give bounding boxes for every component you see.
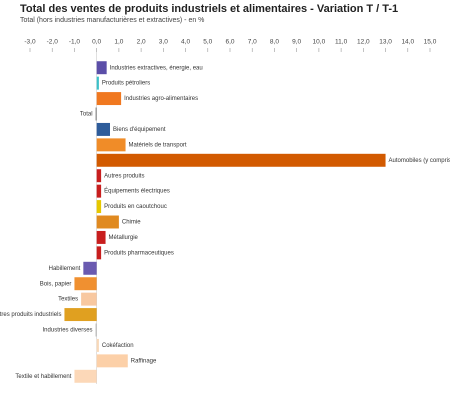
x-tick-label: 1,0 — [114, 39, 123, 46]
bar — [64, 308, 97, 322]
x-tick-label: 9,0 — [292, 39, 301, 46]
category-label: Produits pharmaceutiques — [104, 250, 174, 256]
x-tick-label: 10,0 — [313, 39, 326, 46]
category-label: Industries extractives, énergie, eau — [110, 65, 203, 71]
bar — [95, 323, 97, 337]
bar — [83, 261, 97, 275]
x-tick-label: 13,0 — [379, 39, 392, 46]
category-label: Équipements électriques — [104, 188, 170, 195]
category-label: Habillement — [49, 266, 81, 272]
x-tick-label: -1,0 — [69, 39, 81, 46]
x-tick-label: 11,0 — [335, 39, 348, 46]
category-label: Chimie — [122, 220, 141, 226]
bar — [96, 215, 119, 229]
category-label: Cokéfaction — [102, 343, 134, 349]
bar — [96, 230, 106, 244]
bar — [96, 92, 122, 106]
bar — [74, 277, 97, 291]
chart-subtitle: Total (hors industries manufacturières e… — [20, 17, 204, 24]
x-tick-label: 7,0 — [248, 39, 257, 46]
bar — [96, 354, 128, 368]
bar — [96, 169, 102, 183]
x-tick-label: 12,0 — [357, 39, 370, 46]
category-label: Autres produits — [104, 173, 144, 179]
category-label: Industries diverses — [43, 328, 93, 334]
category-label: Textiles — [58, 297, 78, 303]
x-tick-label: 4,0 — [181, 39, 190, 46]
bar — [96, 338, 99, 352]
bar — [96, 61, 107, 75]
chart-title: Total des ventes de produits industriels… — [20, 3, 398, 15]
x-tick-label: 6,0 — [225, 39, 234, 46]
x-tick-label: 0,0 — [92, 39, 101, 46]
bar — [96, 200, 102, 214]
category-label: Métallurgie — [109, 235, 139, 241]
category-label: Automobiles (y compris équipementiers) — [389, 158, 450, 164]
bar — [96, 122, 110, 136]
bar — [96, 153, 386, 167]
bar — [96, 246, 102, 260]
category-label: Matériels de transport — [129, 142, 187, 148]
category-label: Autres produits industriels — [0, 312, 61, 318]
bar — [96, 184, 102, 198]
x-tick-label: 2,0 — [137, 39, 146, 46]
x-tick-label: 5,0 — [203, 39, 212, 46]
category-label: Total — [80, 112, 93, 118]
x-tick-label: 3,0 — [159, 39, 168, 46]
bar — [95, 107, 97, 121]
bar — [81, 292, 97, 306]
x-tick-label: -3,0 — [24, 39, 36, 46]
category-label: Produits pétroliers — [102, 81, 150, 87]
category-label: Industries agro-alimentaires — [124, 96, 198, 102]
category-label: Raffinage — [131, 358, 157, 364]
category-label: Bois, papier — [40, 281, 72, 287]
x-tick-label: 15,0 — [424, 39, 437, 46]
category-label: Produits en caoutchouc — [104, 204, 167, 210]
x-tick-label: -2,0 — [47, 39, 59, 46]
bar — [96, 138, 126, 152]
bar — [74, 369, 97, 383]
category-label: Biens d'équipement — [113, 127, 166, 133]
bar — [96, 76, 99, 90]
x-tick-label: 14,0 — [401, 39, 414, 46]
category-label: Textile et habillement — [15, 374, 71, 380]
x-tick-label: 8,0 — [270, 39, 279, 46]
